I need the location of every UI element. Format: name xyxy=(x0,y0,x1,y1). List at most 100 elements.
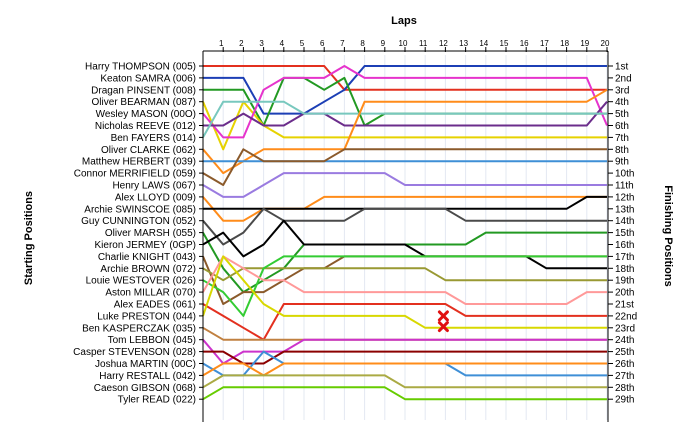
driver-label-18: Archie BROWN (072) xyxy=(100,264,196,275)
finish-label-29: 29th xyxy=(615,395,634,406)
lap-tick-label-8: 8 xyxy=(360,39,365,48)
series-line-27 xyxy=(202,362,607,377)
finish-label-20: 20th xyxy=(615,288,634,299)
driver-label-25: Casper STEVENSON (028) xyxy=(73,347,196,358)
finish-label-13: 13th xyxy=(615,204,634,215)
finish-label-16: 16th xyxy=(615,240,634,251)
driver-label-7: Ben FAYERS (014) xyxy=(111,133,196,144)
accident-marker-2 xyxy=(437,321,449,333)
series-line-29 xyxy=(202,386,607,401)
driver-label-2: Keaton SAMRA (006) xyxy=(100,73,196,84)
finish-label-18: 18th xyxy=(615,264,634,275)
driver-label-21: Alex EADES (061) xyxy=(114,300,196,311)
lap-tick-label-16: 16 xyxy=(520,39,529,48)
driver-label-10: Connor MERRIFIELD (059) xyxy=(74,169,196,180)
finish-label-3: 3rd xyxy=(615,85,629,96)
driver-label-11: Henry LAWS (067) xyxy=(112,181,196,192)
series-line-7 xyxy=(202,100,607,138)
driver-label-17: Charlie KNIGHT (043) xyxy=(98,252,196,263)
series-line-18 xyxy=(202,267,607,282)
driver-label-12: Alex LLOYD (009) xyxy=(115,192,196,203)
lap-tick-label-19: 19 xyxy=(580,39,589,48)
driver-label-16: Kieron JERMEY (0GP) xyxy=(94,240,196,251)
lap-tick-label-2: 2 xyxy=(239,39,244,48)
series-line-11 xyxy=(202,172,607,198)
driver-label-5: Wesley MASON (00O) xyxy=(96,109,196,120)
series-line-1 xyxy=(203,65,607,91)
finish-label-23: 23rd xyxy=(615,323,635,334)
markers-layer xyxy=(437,310,449,333)
finish-label-22: 22nd xyxy=(615,311,637,322)
finish-label-5: 5th xyxy=(615,109,629,120)
finish-label-6: 6th xyxy=(615,121,629,132)
driver-label-19: Louie WESTOVER (026) xyxy=(86,276,196,287)
driver-label-28: Caeson GIBSON (068) xyxy=(94,383,196,394)
finish-label-28: 28th xyxy=(615,383,634,394)
y-axis-title-left: Starting Positions xyxy=(23,191,35,285)
finish-label-1: 1st xyxy=(615,62,629,73)
series-line-25 xyxy=(203,350,607,365)
lap-tick-label-15: 15 xyxy=(500,39,509,48)
series-line-10 xyxy=(202,148,607,186)
finish-label-21: 21st xyxy=(615,300,634,311)
series-line-8 xyxy=(202,88,608,175)
driver-label-9: Matthew HERBERT (039) xyxy=(82,157,196,168)
finish-label-12: 12th xyxy=(615,192,634,203)
lap-tick-label-13: 13 xyxy=(459,39,468,48)
finish-label-2: 2nd xyxy=(615,73,632,84)
finish-label-15: 15th xyxy=(615,228,634,239)
lap-tick-label-1: 1 xyxy=(219,39,224,48)
finish-label-7: 7th xyxy=(615,133,629,144)
driver-label-20: Aston MILLAR (070) xyxy=(105,288,196,299)
driver-label-29: Tyler READ (022) xyxy=(118,395,196,406)
lap-tick-label-20: 20 xyxy=(601,39,610,48)
driver-label-1: Harry THOMPSON (005) xyxy=(85,62,196,73)
lap-tick-label-9: 9 xyxy=(381,39,386,48)
series-line-24 xyxy=(202,338,607,365)
lap-tick-label-7: 7 xyxy=(340,39,345,48)
finish-label-19: 19th xyxy=(615,276,634,287)
finish-label-9: 9th xyxy=(615,157,629,168)
y-axis-title-right: Finishing Positions xyxy=(662,185,674,286)
driver-label-13: Archie SWINSCOE (085) xyxy=(84,204,196,215)
driver-label-26: Joshua MARTIN (00C) xyxy=(95,359,196,370)
lap-tick-label-4: 4 xyxy=(280,39,285,48)
driver-label-24: Tom LEBBON (045) xyxy=(108,335,196,346)
finish-label-17: 17th xyxy=(615,252,634,263)
driver-label-14: Guy CUNNINGTON (052) xyxy=(81,216,196,227)
lap-tick-label-11: 11 xyxy=(419,39,428,48)
series-line-2 xyxy=(203,65,607,115)
grid-layer xyxy=(222,55,608,420)
finish-label-24: 24th xyxy=(615,335,634,346)
series-line-4 xyxy=(202,100,607,151)
x-axis-title: Laps xyxy=(391,15,417,27)
series-line-14 xyxy=(202,207,607,246)
series-line-22 xyxy=(202,255,607,329)
lap-tick-label-3: 3 xyxy=(259,39,264,48)
lap-tick-label-6: 6 xyxy=(320,39,325,48)
lap-tick-label-12: 12 xyxy=(439,39,448,48)
lap-tick-label-10: 10 xyxy=(399,39,408,48)
driver-label-4: Oliver BEARMAN (087) xyxy=(92,97,196,108)
finish-label-26: 26th xyxy=(615,359,634,370)
lap-tick-label-17: 17 xyxy=(540,39,549,48)
lap-tick-label-5: 5 xyxy=(300,39,305,48)
series-line-5 xyxy=(202,65,608,139)
driver-label-6: Nicholas REEVE (012) xyxy=(95,121,196,132)
lap-tick-label-14: 14 xyxy=(479,39,488,48)
driver-label-8: Oliver CLARKE (062) xyxy=(101,145,196,156)
series-line-19 xyxy=(202,255,607,317)
series-line-21 xyxy=(202,303,607,341)
driver-label-22: Luke PRESTON (044) xyxy=(97,311,196,322)
finish-label-4: 4th xyxy=(615,97,629,108)
finish-label-14: 14th xyxy=(615,216,634,227)
finish-label-8: 8th xyxy=(615,145,629,156)
finish-label-10: 10th xyxy=(615,169,634,180)
driver-label-23: Ben KASPERCZAK (035) xyxy=(82,323,196,334)
lap-tick-label-18: 18 xyxy=(560,39,569,48)
series-line-16 xyxy=(202,219,607,270)
driver-label-15: Oliver MARSH (055) xyxy=(105,228,196,239)
driver-label-3: Dragan PINSENT (008) xyxy=(91,85,196,96)
